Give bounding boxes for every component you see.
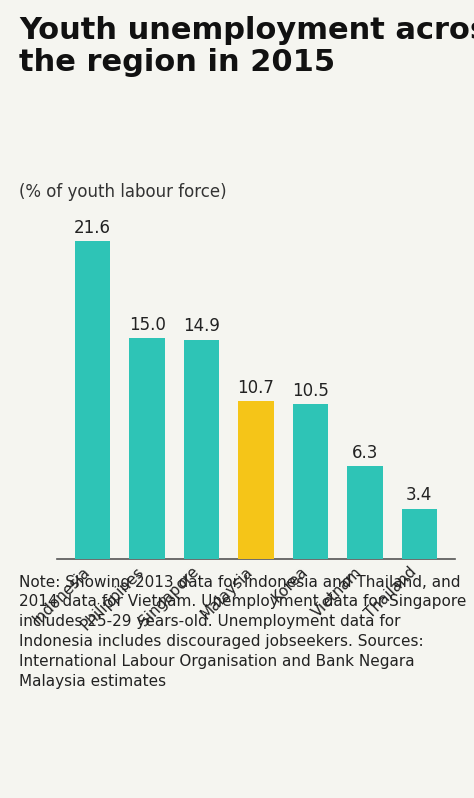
Bar (184, 340, 219, 559)
Text: Note: Showing 2013 data for Indonesia and Thailand, and 2014 data for Vietnam. U: Note: Showing 2013 data for Indonesia an… (19, 575, 466, 689)
Bar (129, 338, 165, 559)
Bar (347, 466, 383, 559)
Text: 14.9: 14.9 (183, 318, 220, 335)
Text: 21.6: 21.6 (74, 219, 111, 237)
Text: (% of youth labour force): (% of youth labour force) (19, 183, 227, 200)
Bar (401, 508, 437, 559)
Bar (238, 401, 273, 559)
Bar (75, 242, 110, 559)
Text: 3.4: 3.4 (406, 486, 432, 504)
Text: 10.5: 10.5 (292, 382, 329, 400)
Text: 10.7: 10.7 (237, 379, 274, 397)
Text: Youth unemployment across
the region in 2015: Youth unemployment across the region in … (19, 16, 474, 77)
Text: 6.3: 6.3 (352, 444, 378, 462)
Text: 15.0: 15.0 (128, 316, 165, 334)
Bar (293, 405, 328, 559)
